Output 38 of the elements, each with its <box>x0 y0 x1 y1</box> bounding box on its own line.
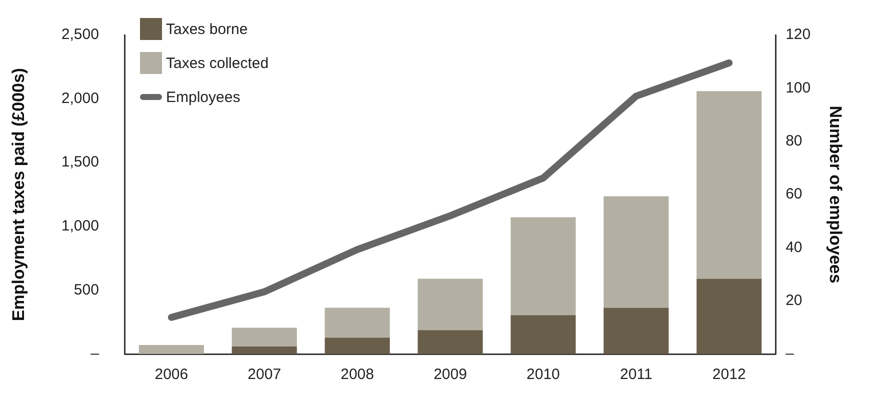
bar <box>232 328 297 346</box>
bar <box>604 196 669 308</box>
y-tick-label: 1,500 <box>61 154 99 171</box>
y2-tick-label: 100 <box>786 79 811 96</box>
y2-tick-label: 20 <box>786 292 802 309</box>
y-tick-label: 500 <box>74 281 99 298</box>
y-tick-label: 2,000 <box>61 90 99 107</box>
x-tick-label: 2012 <box>712 366 746 384</box>
y2-tick-label: 40 <box>786 238 802 256</box>
y-tick-label: 2,500 <box>61 26 99 44</box>
bar <box>418 330 483 354</box>
x-tick-label: 2009 <box>434 366 467 384</box>
y-tick-label: – <box>90 345 100 362</box>
bar <box>510 315 576 354</box>
y-tick-label: 1,000 <box>61 218 99 235</box>
legend-label: Employees <box>166 88 240 106</box>
bar <box>324 308 390 338</box>
bar <box>696 91 762 279</box>
y2-tick-label: – <box>786 345 795 362</box>
y2-tick-label: 80 <box>786 132 802 150</box>
y2-tick-label: 120 <box>786 26 811 44</box>
bar <box>696 278 762 354</box>
bar <box>138 344 204 354</box>
legend-label: Taxes borne <box>166 20 248 38</box>
bar <box>232 346 297 354</box>
bar <box>604 308 669 354</box>
bar <box>324 338 390 354</box>
y2-tick-label: 60 <box>786 186 802 203</box>
x-tick-label: 2008 <box>340 366 374 384</box>
legend-label: Taxes collected <box>166 54 269 72</box>
bar <box>510 217 576 316</box>
x-tick-label: 2010 <box>526 366 560 384</box>
x-tick-label: 2011 <box>620 366 652 384</box>
x-tick-label: 2007 <box>248 366 282 384</box>
x-tick-label: 2006 <box>154 366 188 384</box>
y-axis-title: Employment taxes paid (£000s) <box>8 68 28 322</box>
bar <box>418 278 483 330</box>
y2-axis-title: Number of employees <box>826 106 846 284</box>
